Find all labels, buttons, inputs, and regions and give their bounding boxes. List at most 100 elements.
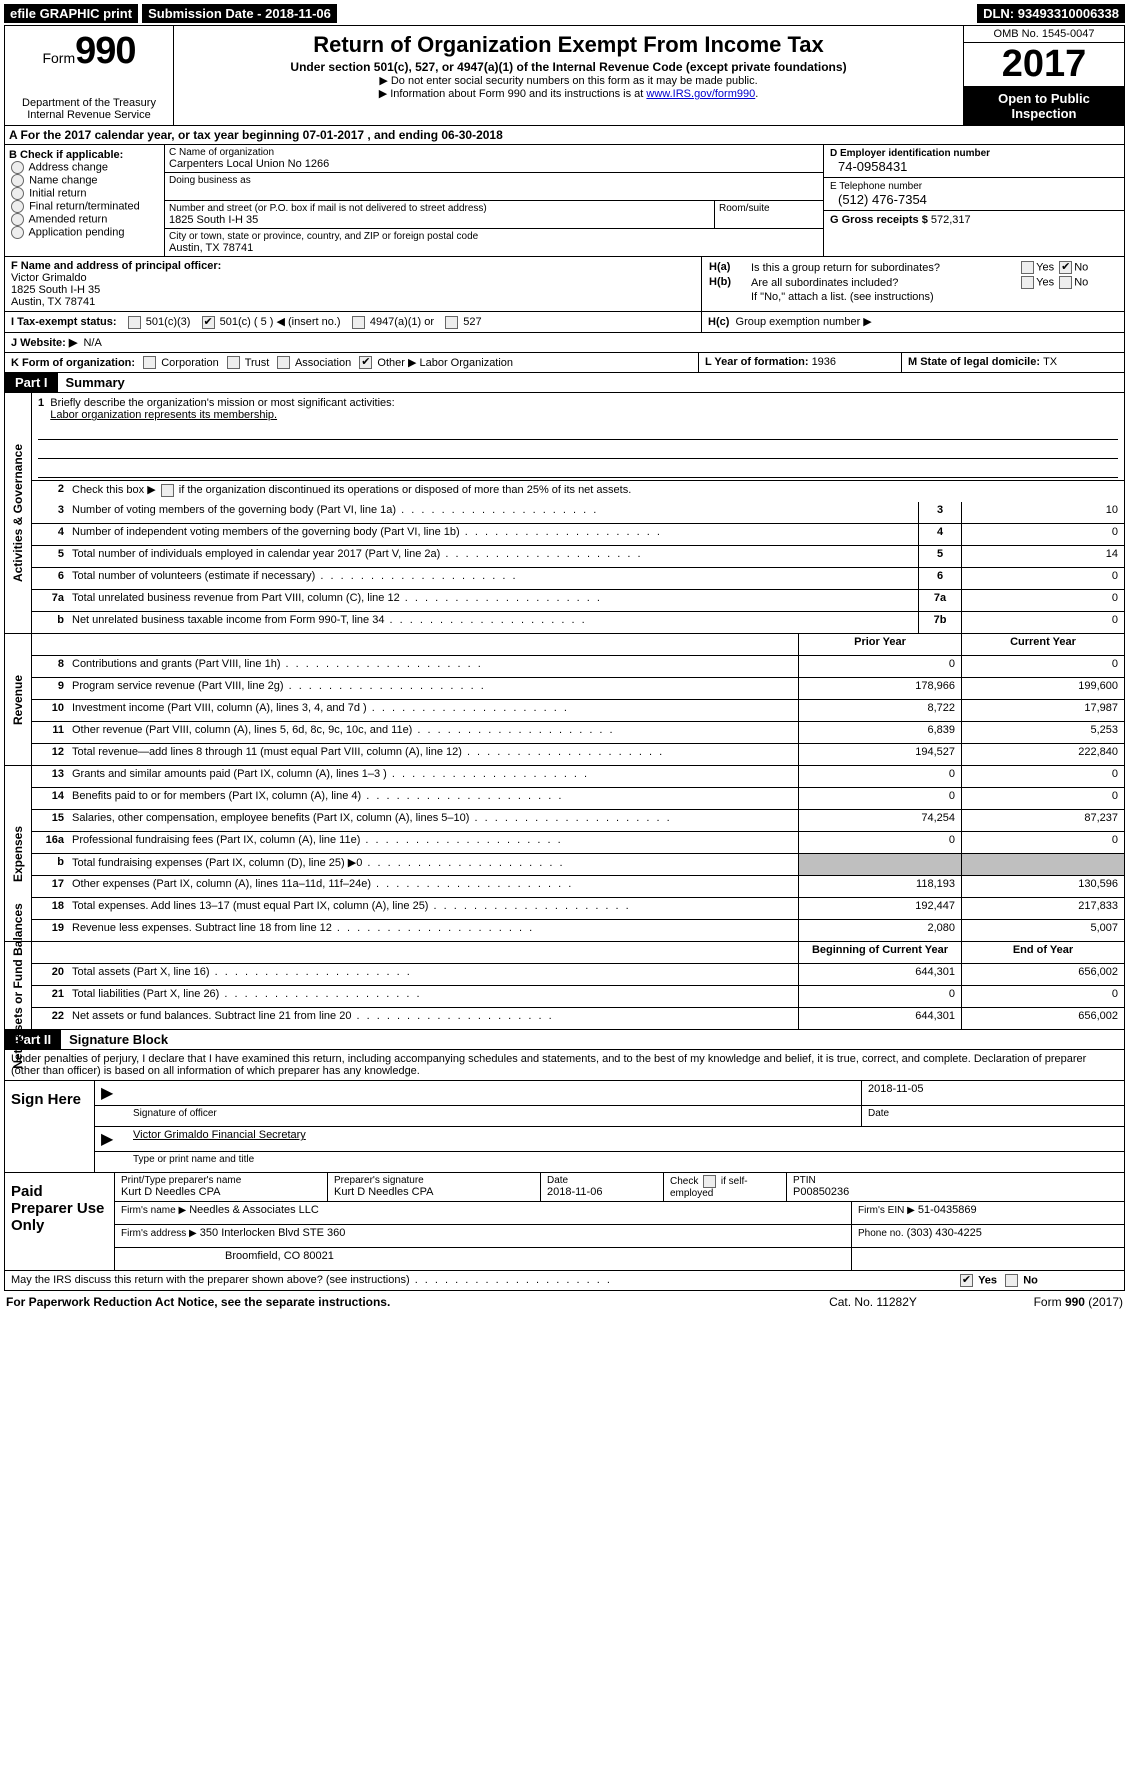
chk-amended-return[interactable]: Amended return bbox=[9, 213, 160, 226]
summary-line-14: 14 Benefits paid to or for members (Part… bbox=[32, 788, 1124, 810]
chk-address-change[interactable]: Address change bbox=[9, 161, 160, 174]
summary-line-19: 19 Revenue less expenses. Subtract line … bbox=[32, 920, 1124, 942]
summary-line-9: 9 Program service revenue (Part VIII, li… bbox=[32, 678, 1124, 700]
hdr-prior-year: Prior Year bbox=[798, 634, 961, 655]
row-k-form-org: K Form of organization: Corporation Trus… bbox=[5, 353, 699, 373]
dba bbox=[169, 186, 819, 198]
tax-year: 2017 bbox=[964, 43, 1124, 87]
org-name: Carpenters Local Union No 1266 bbox=[169, 158, 819, 170]
submission-date: Submission Date - 2018-11-06 bbox=[142, 4, 337, 23]
summary-line-16a: 16a Professional fundraising fees (Part … bbox=[32, 832, 1124, 854]
k-assoc[interactable] bbox=[277, 356, 290, 369]
chk-application-pending[interactable]: Application pending bbox=[9, 226, 160, 239]
summary-line-18: 18 Total expenses. Add lines 13–17 (must… bbox=[32, 898, 1124, 920]
ein: 74-0958431 bbox=[830, 159, 1118, 174]
discuss-with-preparer: May the IRS discuss this return with the… bbox=[5, 1271, 952, 1290]
hb-yes[interactable] bbox=[1021, 276, 1034, 289]
col-d-ein: D Employer identification number 74-0958… bbox=[824, 145, 1124, 257]
firm-phone: (303) 430-4225 bbox=[907, 1227, 982, 1239]
city-state-zip: Austin, TX 78741 bbox=[169, 242, 819, 254]
open-to-public: Open to Public Inspection bbox=[964, 87, 1124, 125]
part-2-header: Part II Signature Block bbox=[4, 1030, 1125, 1050]
i-4947[interactable] bbox=[352, 316, 365, 329]
website-value: N/A bbox=[83, 337, 101, 349]
col-b-checkboxes: B Check if applicable: Address change Na… bbox=[5, 145, 165, 257]
paid-preparer-block: Paid Preparer Use Only Print/Type prepar… bbox=[4, 1173, 1125, 1271]
i-501c[interactable] bbox=[202, 316, 215, 329]
mission-text: Labor organization represents its member… bbox=[50, 409, 277, 421]
top-bar: efile GRAPHIC print Submission Date - 20… bbox=[4, 4, 1125, 23]
summary-line-b: b Net unrelated business taxable income … bbox=[32, 612, 1124, 634]
summary-line-20: 20 Total assets (Part X, line 16) 644,30… bbox=[32, 964, 1124, 986]
form-header: Form990 Department of the Treasury Inter… bbox=[4, 25, 1125, 126]
discuss-yes[interactable] bbox=[960, 1274, 973, 1287]
firm-ein: 51-0435869 bbox=[918, 1204, 977, 1216]
self-employed-check[interactable]: Check if self-employed bbox=[664, 1173, 787, 1201]
cat-no: Cat. No. 11282Y bbox=[773, 1295, 973, 1309]
chk-initial-return[interactable]: Initial return bbox=[9, 187, 160, 200]
form-note1: ▶ Do not enter social security numbers o… bbox=[182, 74, 955, 87]
gross-receipts: 572,317 bbox=[931, 214, 971, 226]
summary-line-11: 11 Other revenue (Part VIII, column (A),… bbox=[32, 722, 1124, 744]
summary-line-4: 4 Number of independent voting members o… bbox=[32, 524, 1124, 546]
summary-line-5: 5 Total number of individuals employed i… bbox=[32, 546, 1124, 568]
form-subtitle: Under section 501(c), 527, or 4947(a)(1)… bbox=[182, 60, 955, 74]
summary-line-10: 10 Investment income (Part VIII, column … bbox=[32, 700, 1124, 722]
arrow-icon: ▶ bbox=[95, 1127, 127, 1151]
side-label-revenue: Revenue bbox=[5, 634, 32, 766]
row-l-year: L Year of formation: 1936 bbox=[699, 353, 902, 373]
arrow-icon: ▶ bbox=[95, 1081, 127, 1105]
row-hc: H(c) Group exemption number ▶ bbox=[702, 312, 1124, 332]
street-address: 1825 South I-H 35 bbox=[169, 214, 710, 226]
row-i-tax-status: I Tax-exempt status: 501(c)(3) 501(c) ( … bbox=[5, 312, 702, 332]
row-f-officer: F Name and address of principal officer:… bbox=[5, 257, 702, 311]
perjury-statement: Under penalties of perjury, I declare th… bbox=[4, 1050, 1125, 1081]
form-title: Return of Organization Exempt From Incom… bbox=[182, 32, 955, 58]
col-c-org-info: C Name of organization Carpenters Local … bbox=[165, 145, 824, 257]
sign-date: 2018-11-05 bbox=[862, 1081, 1124, 1105]
ha-no[interactable] bbox=[1059, 261, 1072, 274]
k-corp[interactable] bbox=[143, 356, 156, 369]
i-501c3[interactable] bbox=[128, 316, 141, 329]
ptin: P00850236 bbox=[793, 1186, 1118, 1198]
summary-line-8: 8 Contributions and grants (Part VIII, l… bbox=[32, 656, 1124, 678]
hdr-end-year: End of Year bbox=[961, 942, 1124, 963]
part-1-header: Part I Summary bbox=[4, 373, 1125, 393]
firm-city: Broomfield, CO 80021 bbox=[115, 1248, 852, 1270]
summary-line-15: 15 Salaries, other compensation, employe… bbox=[32, 810, 1124, 832]
row-h-group: H(a) Is this a group return for subordin… bbox=[702, 257, 1124, 311]
discuss-no[interactable] bbox=[1005, 1274, 1018, 1287]
hdr-current-year: Current Year bbox=[961, 634, 1124, 655]
dln: DLN: 93493310006338 bbox=[977, 4, 1125, 23]
irs-link[interactable]: www.IRS.gov/form990 bbox=[646, 88, 755, 100]
summary-line-22: 22 Net assets or fund balances. Subtract… bbox=[32, 1008, 1124, 1030]
summary-line-b: b Total fundraising expenses (Part IX, c… bbox=[32, 854, 1124, 876]
telephone: (512) 476-7354 bbox=[830, 192, 1118, 207]
summary-line-21: 21 Total liabilities (Part X, line 26) 0… bbox=[32, 986, 1124, 1008]
form-ref: Form 990 (2017) bbox=[973, 1295, 1123, 1309]
i-527[interactable] bbox=[445, 316, 458, 329]
officer-name: Victor Grimaldo bbox=[11, 272, 695, 284]
side-label-net-assets: Net Assets or Fund Balances bbox=[5, 942, 32, 1030]
chk-name-change[interactable]: Name change bbox=[9, 174, 160, 187]
k-other[interactable] bbox=[359, 356, 372, 369]
summary-line-12: 12 Total revenue—add lines 8 through 11 … bbox=[32, 744, 1124, 766]
form-number: Form990 bbox=[9, 30, 169, 73]
k-trust[interactable] bbox=[227, 356, 240, 369]
summary-line-13: 13 Grants and similar amounts paid (Part… bbox=[32, 766, 1124, 788]
chk-final-return[interactable]: Final return/terminated bbox=[9, 200, 160, 213]
firm-address: 350 Interlocken Blvd STE 360 bbox=[200, 1227, 346, 1239]
ha-yes[interactable] bbox=[1021, 261, 1034, 274]
dept-treasury: Department of the Treasury Internal Reve… bbox=[9, 97, 169, 121]
l2-checkbox[interactable] bbox=[161, 484, 174, 497]
line-2-discontinued: Check this box ▶ if the organization dis… bbox=[68, 481, 1124, 502]
efile-badge: efile GRAPHIC print bbox=[4, 4, 138, 23]
officer-name-title: Victor Grimaldo Financial Secretary bbox=[127, 1127, 1124, 1151]
row-j-website: J Website: ▶ N/A bbox=[5, 333, 1124, 352]
preparer-sig: Kurt D Needles CPA bbox=[334, 1186, 534, 1198]
firm-name: Needles & Associates LLC bbox=[189, 1204, 319, 1216]
hb-no[interactable] bbox=[1059, 276, 1072, 289]
form-note2: ▶ Information about Form 990 and its ins… bbox=[182, 87, 955, 100]
preparer-date: 2018-11-06 bbox=[547, 1186, 657, 1198]
row-m-state: M State of legal domicile: TX bbox=[902, 353, 1124, 373]
